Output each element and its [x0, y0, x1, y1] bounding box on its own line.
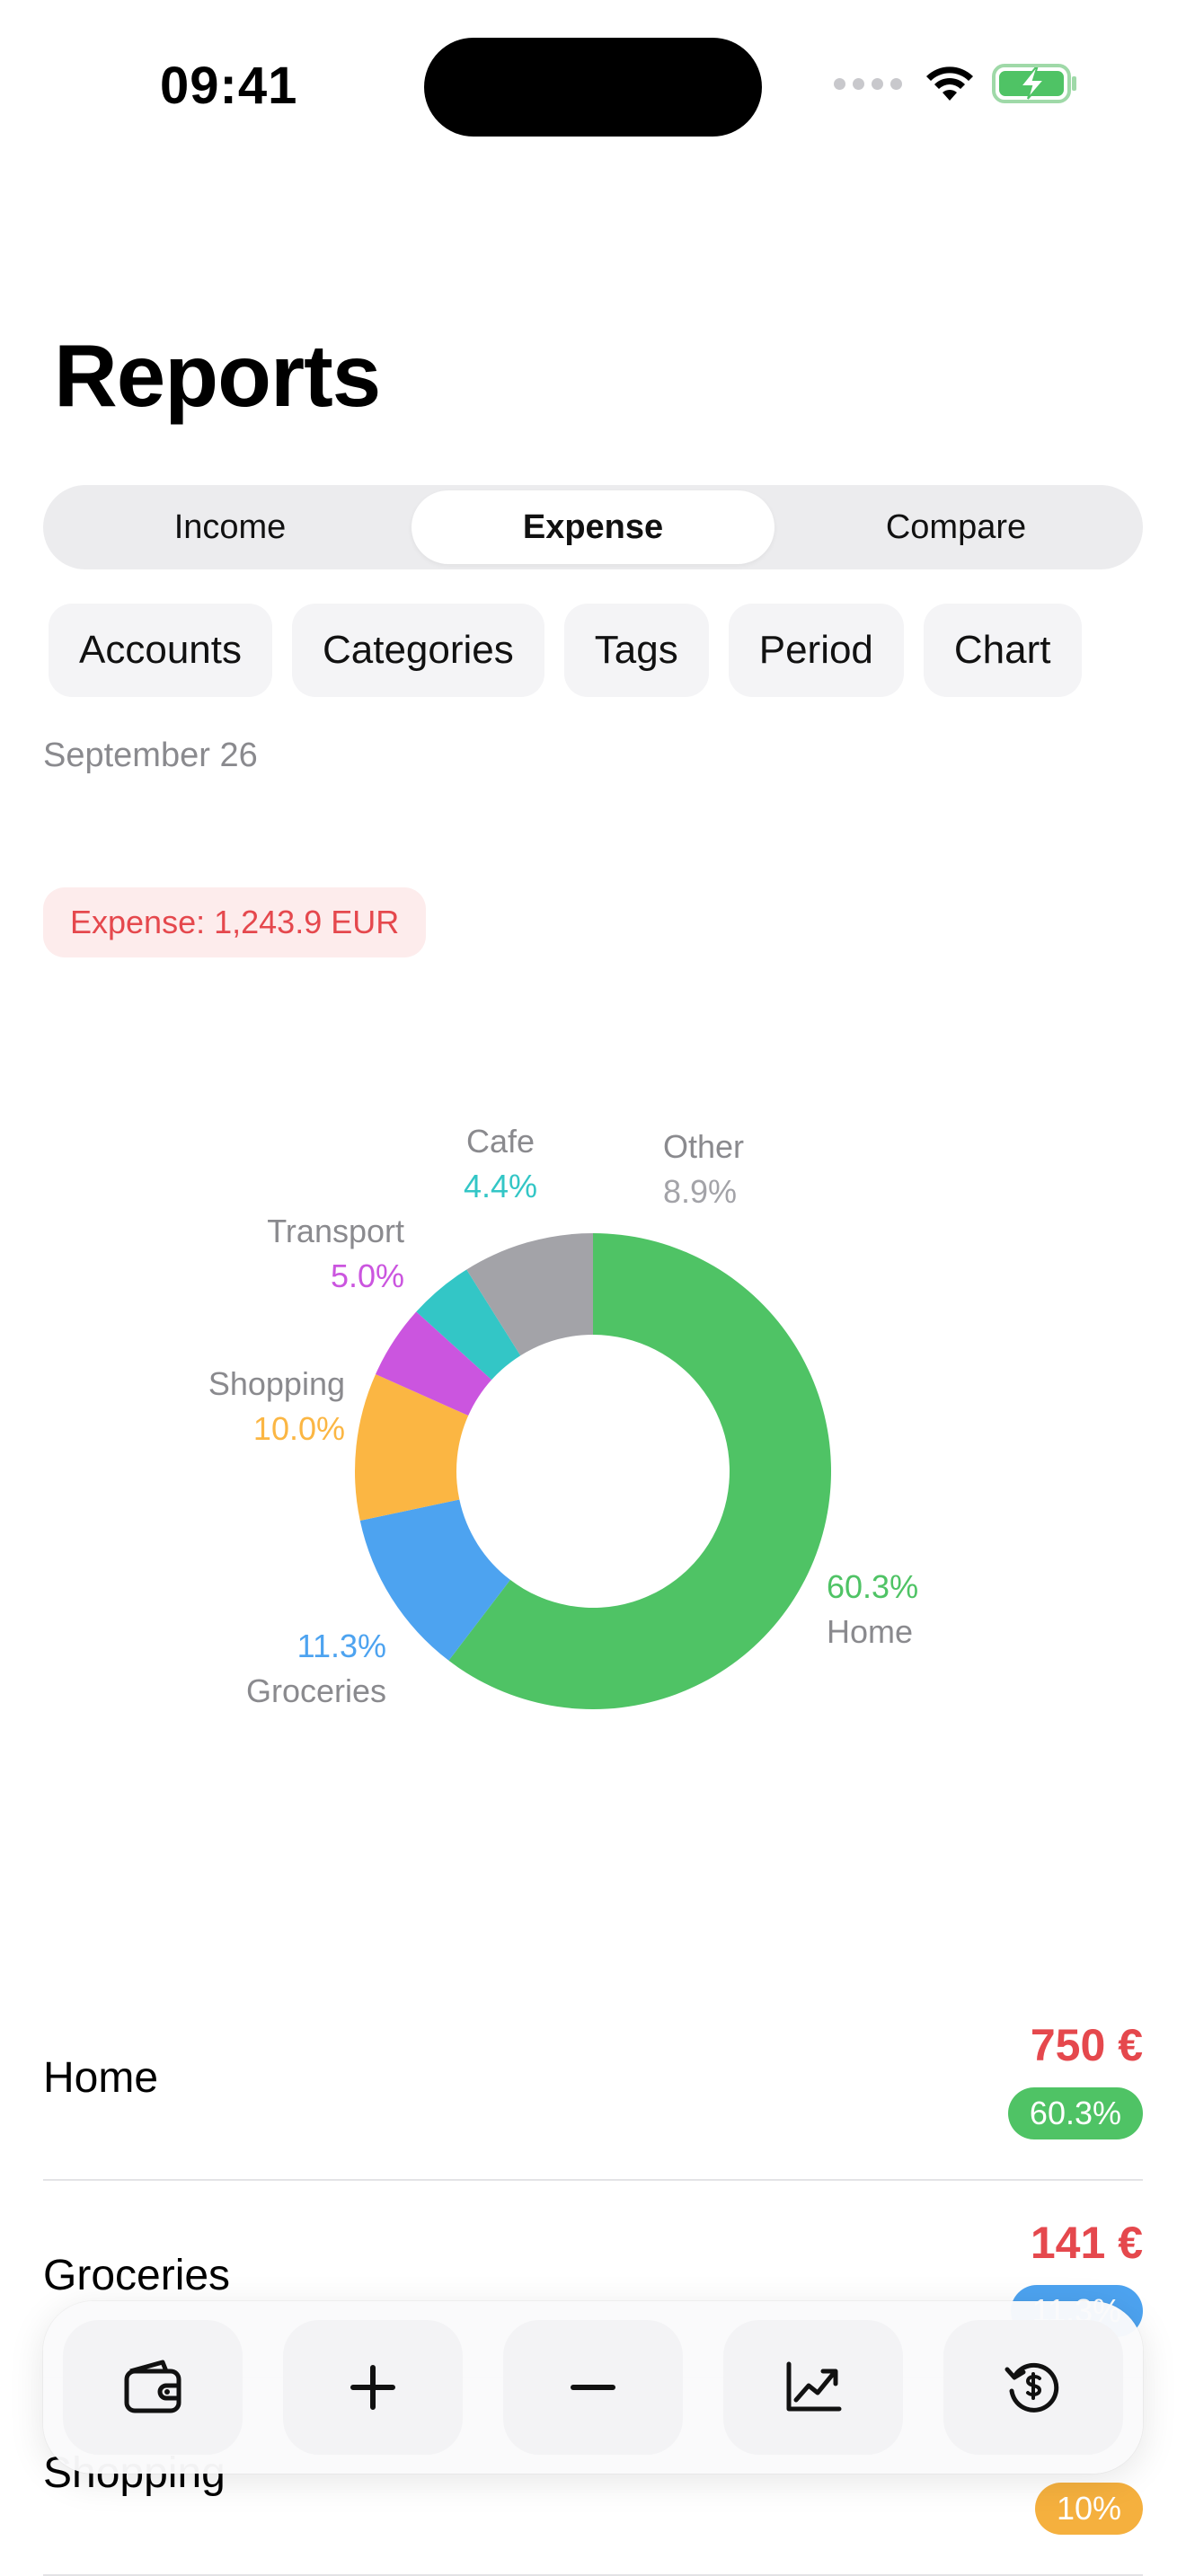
chart-label-shopping-name: Shopping	[208, 1365, 345, 1402]
currency-history-icon	[1005, 2362, 1059, 2413]
chart-label-transport-name: Transport	[267, 1213, 404, 1249]
filter-accounts-button[interactable]: Accounts	[49, 604, 272, 697]
reports-tool-button[interactable]	[723, 2320, 903, 2455]
history-tool-button[interactable]	[943, 2320, 1123, 2455]
donut-slice-other[interactable]	[466, 1233, 593, 1356]
tab-income[interactable]: Income	[173, 507, 287, 546]
status-icons	[834, 63, 1078, 104]
accounts-tool-button[interactable]	[63, 2320, 243, 2455]
filter-tags-button[interactable]: Tags	[563, 604, 709, 697]
minus-icon	[571, 2385, 615, 2390]
status-time: 09:41	[160, 57, 298, 115]
filter-period-button[interactable]: Period	[728, 604, 904, 697]
status-bar: 09:41	[0, 0, 1186, 180]
category-name: Home	[43, 2054, 159, 2102]
filter-categories-button[interactable]: Categories	[291, 604, 544, 697]
category-amount: 750 €	[1030, 2020, 1143, 2070]
donut-svg	[354, 1233, 832, 1709]
chart-label-other-name: Other	[663, 1128, 745, 1165]
signal-dots-icon	[834, 77, 902, 90]
chart-label-shopping-value: 10.0%	[252, 1410, 345, 1447]
donut-slice-cafe[interactable]	[416, 1269, 521, 1381]
tab-compare[interactable]: Compare	[885, 507, 1027, 546]
donut-slice-transport[interactable]	[376, 1311, 492, 1416]
expense-total-badge: Expense: 1,243.9 EUR	[43, 887, 427, 957]
chart-label-other: Other 8.9%	[663, 1125, 744, 1214]
filter-chart-button[interactable]: Chart	[923, 604, 1082, 697]
period-label: September 26	[43, 737, 258, 774]
chart-label-transport-value: 5.0%	[330, 1257, 404, 1294]
donut-slice-shopping[interactable]	[354, 1373, 469, 1522]
tab-expense[interactable]: Expense	[412, 490, 774, 564]
add-expense-button[interactable]	[503, 2320, 683, 2455]
chart-label-groceries: 11.3% Groceries	[232, 1624, 386, 1714]
row-divider	[43, 2574, 1143, 2576]
category-amount: 141 €	[1030, 2218, 1143, 2268]
category-percent-badge: 60.3%	[1007, 2087, 1143, 2139]
battery-charging-icon	[992, 64, 1076, 103]
page-title: Reports	[54, 326, 381, 425]
category-row-home[interactable]: Home 750 € 60.3%	[43, 1983, 1143, 2181]
report-type-segmented-control: Income Expense Compare	[43, 485, 1143, 569]
dynamic-island	[424, 38, 762, 137]
category-name: Groceries	[43, 2252, 231, 2299]
chart-label-groceries-value: 11.3%	[296, 1628, 386, 1664]
chart-trend-icon	[786, 2361, 842, 2412]
filter-chips: Accounts Categories Tags Period Chart	[49, 604, 1082, 697]
chart-label-cafe: Cafe 4.4%	[464, 1119, 537, 1209]
expense-donut-chart: Cafe 4.4% Other 8.9% Transport 5.0% Shop…	[0, 1060, 1186, 1760]
chart-label-other-value: 8.9%	[663, 1173, 738, 1210]
chart-label-groceries-name: Groceries	[245, 1672, 386, 1709]
row-divider	[43, 2179, 1143, 2181]
wallet-icon	[124, 2360, 181, 2413]
add-income-button[interactable]	[283, 2320, 463, 2455]
chart-label-home-value: 60.3%	[827, 1568, 919, 1605]
plus-icon	[350, 2365, 395, 2410]
chart-label-cafe-value: 4.4%	[464, 1168, 538, 1204]
donut-slice-home[interactable]	[448, 1233, 832, 1709]
chart-label-home: 60.3% Home	[827, 1565, 918, 1654]
chart-label-transport: Transport 5.0%	[257, 1209, 404, 1299]
chart-label-cafe-name: Cafe	[466, 1123, 535, 1160]
bottom-toolbar	[43, 2301, 1143, 2474]
wifi-icon	[926, 66, 973, 101]
donut-slice-groceries[interactable]	[359, 1499, 510, 1661]
chart-label-home-name: Home	[827, 1613, 914, 1650]
category-percent-badge: 10%	[1034, 2483, 1143, 2535]
chart-label-shopping: Shopping 10.0%	[194, 1362, 345, 1451]
